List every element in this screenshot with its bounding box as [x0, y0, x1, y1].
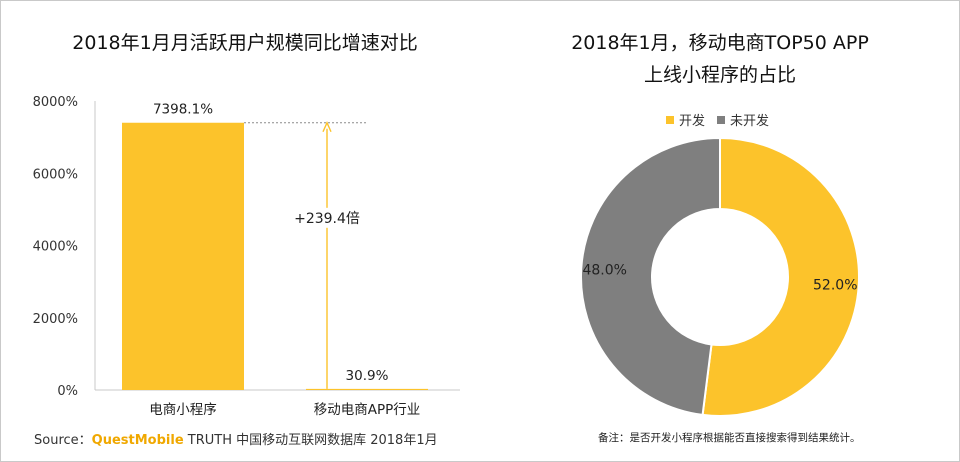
y-tick-label: 0%: [57, 384, 78, 399]
source-line: Source：QuestMobile TRUTH 中国移动互联网数据库 2018…: [34, 429, 438, 448]
donut-slice-label: 48.0%: [582, 263, 626, 279]
footnote: 备注：是否开发小程序根据能否直接搜索得到结果统计。: [598, 432, 861, 444]
x-tick-label: 移动电商APP行业: [314, 402, 421, 418]
donut-chart-title-line-2: 上线小程序的占比: [643, 64, 796, 86]
growth-annotation-bg: [283, 207, 371, 228]
y-tick-label: 6000%: [33, 167, 78, 182]
source-brand: QuestMobile: [91, 433, 184, 448]
bar-value-label: 7398.1%: [153, 102, 213, 118]
y-tick-label: 8000%: [33, 95, 78, 110]
bar-value-label: 30.9%: [346, 368, 389, 384]
legend-swatch-developed: [666, 115, 674, 124]
legend-label-developed: 开发: [679, 114, 706, 129]
source-suffix: TRUTH 中国移动互联网数据库 2018年1月: [183, 433, 438, 448]
growth-annotation: +239.4倍: [294, 211, 360, 227]
donut-chart-title-line-1: 2018年1月，移动电商TOP50 APP: [571, 32, 869, 54]
donut-legend: 开发 未开发: [666, 110, 769, 129]
growth-arrow-head: [322, 121, 332, 133]
y-tick-label: 2000%: [33, 312, 78, 327]
source-prefix: Source：: [34, 433, 92, 448]
donut-slice-1: [701, 136, 860, 417]
x-tick-label: 电商小程序: [149, 402, 217, 418]
legend-item-not-developed: 未开发: [717, 110, 769, 129]
legend-item-developed: 开发: [666, 110, 705, 129]
donut-slice-label: 52.0%: [813, 277, 857, 293]
bar-1: [122, 122, 244, 390]
donut-slice-2: [580, 136, 721, 417]
legend-swatch-not-developed: [717, 115, 726, 124]
y-tick-label: 4000%: [33, 240, 78, 255]
bar-chart-title: 2018年1月月活跃用户规模同比增速对比: [72, 32, 418, 54]
legend-label-not-developed: 未开发: [730, 114, 770, 129]
bar-2: [306, 388, 428, 390]
